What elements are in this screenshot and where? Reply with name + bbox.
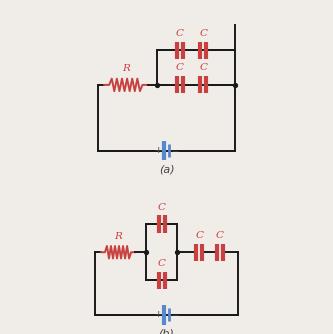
Text: −: −	[171, 310, 179, 319]
Text: (b): (b)	[159, 329, 174, 334]
Text: C: C	[199, 29, 207, 38]
Text: −: −	[171, 146, 179, 155]
Text: R: R	[114, 231, 122, 240]
Text: C: C	[216, 231, 224, 240]
Text: R: R	[122, 64, 130, 73]
Text: C: C	[199, 63, 207, 72]
Text: C: C	[158, 203, 166, 211]
Text: C: C	[176, 63, 184, 72]
Text: C: C	[158, 259, 166, 268]
Text: (a): (a)	[159, 165, 174, 175]
Text: C: C	[176, 29, 184, 38]
Text: +: +	[154, 146, 162, 155]
Text: +: +	[154, 310, 162, 319]
Text: C: C	[195, 231, 203, 240]
